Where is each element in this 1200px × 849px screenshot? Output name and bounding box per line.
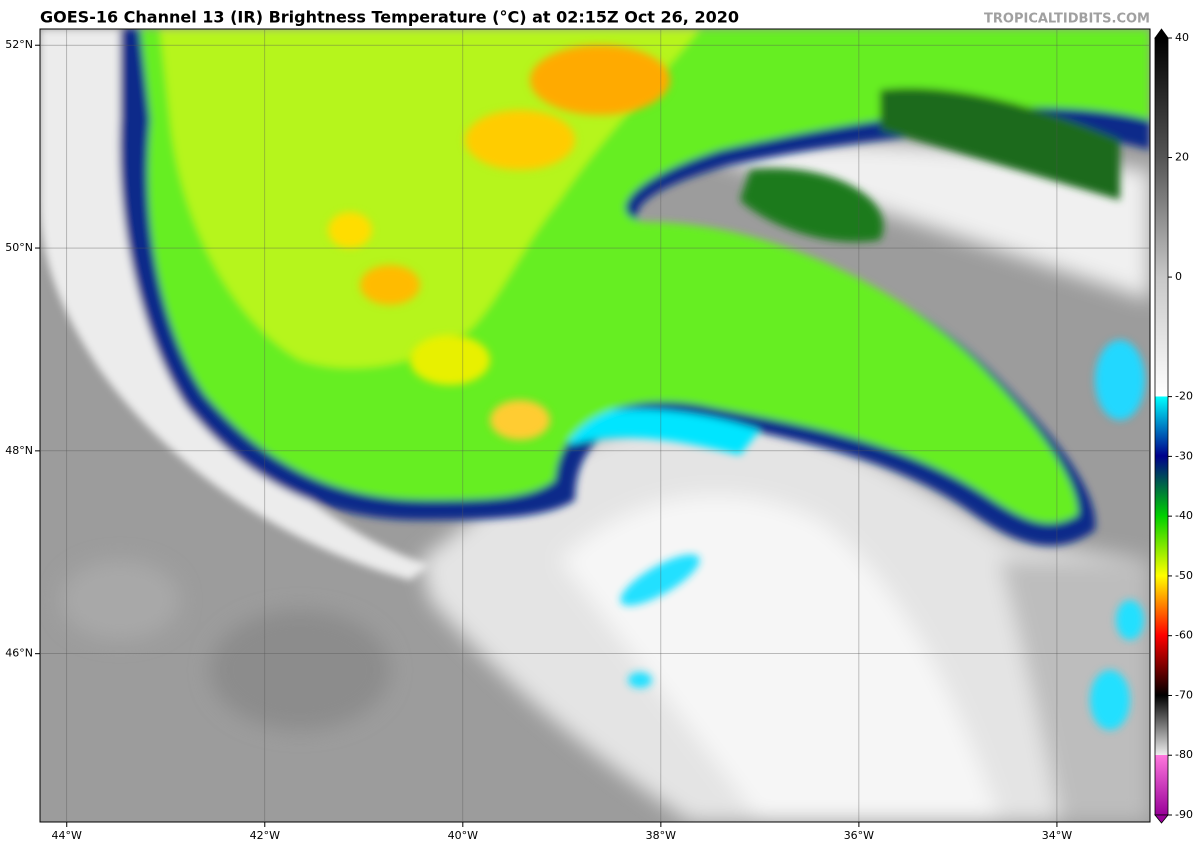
- lat-label: 50°N: [5, 241, 33, 254]
- colorbar: [1154, 37, 1169, 816]
- title: GOES-16 Channel 13 (IR) Brightness Tempe…: [40, 8, 739, 27]
- lon-label: 38°W: [646, 829, 676, 842]
- colorbar-label: 0: [1175, 270, 1182, 283]
- lat-label: 46°N: [5, 647, 33, 660]
- graticule: [40, 29, 1150, 822]
- lon-label: 40°W: [448, 829, 478, 842]
- colorbar-label: -90: [1175, 808, 1193, 821]
- lat-label: 48°N: [5, 444, 33, 457]
- lon-label: 42°W: [250, 829, 280, 842]
- colorbar-label: -50: [1175, 569, 1193, 582]
- lon-label: 36°W: [844, 829, 874, 842]
- source: TROPICALTIDBITS.COM: [984, 12, 1150, 27]
- lon-label: 34°W: [1042, 829, 1072, 842]
- colorbar-label: 40: [1175, 31, 1189, 44]
- map-frame: [39, 28, 1151, 823]
- colorbar-label: -80: [1175, 748, 1193, 761]
- lat-label: 52°N: [5, 38, 33, 51]
- satellite-image: [40, 29, 1150, 822]
- colorbar-label: -30: [1175, 449, 1193, 462]
- colorbar-label: -60: [1175, 629, 1193, 642]
- colorbar-extend-top: [1154, 28, 1169, 39]
- colorbar-label: -40: [1175, 509, 1193, 522]
- lon-label: 44°W: [52, 829, 82, 842]
- colorbar-label: 20: [1175, 151, 1189, 164]
- colorbar-label: -70: [1175, 688, 1193, 701]
- colorbar-label: -20: [1175, 390, 1193, 403]
- colorbar-extend-bottom: [1154, 814, 1169, 824]
